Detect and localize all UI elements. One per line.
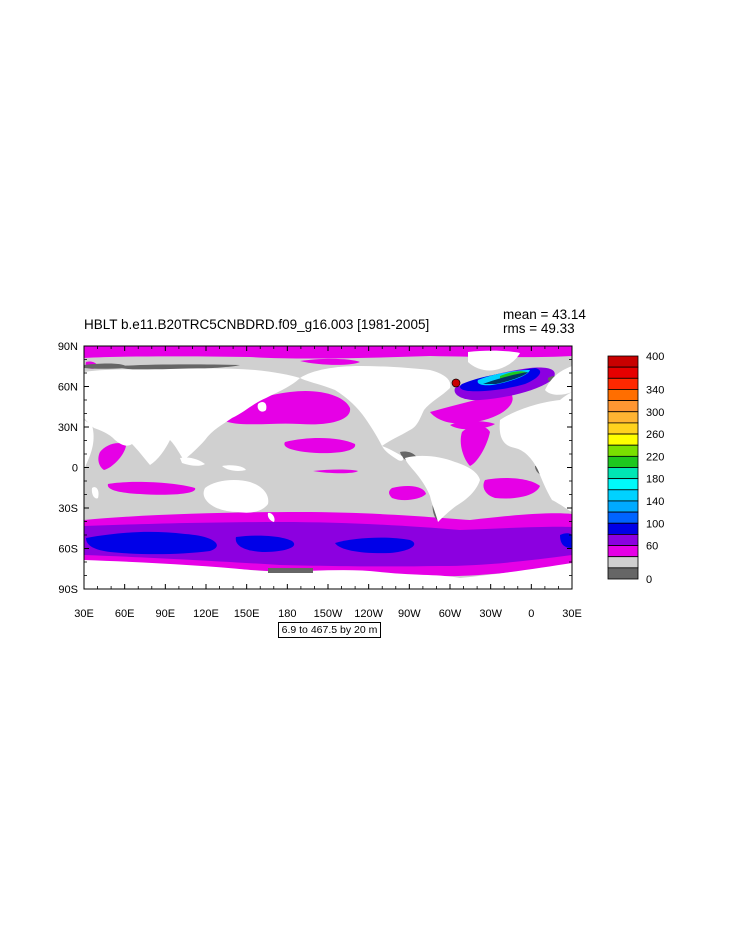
indian-ocean-magenta [107,481,196,495]
scandinavia-land [545,366,572,395]
map-fields [84,346,572,589]
lon-tick-label: 150W [314,608,343,620]
colorbar-bin [607,556,639,569]
shallow-siberia [119,364,240,370]
blue-patch-indian [86,531,217,555]
colorbar-label: 100 [646,518,664,530]
africa-east-land [84,420,94,470]
colorbar-bin [607,400,639,413]
equatorial-sliver [313,469,358,474]
colorbar-bin [607,455,639,468]
colorbar-label: 140 [646,496,664,508]
colorbar-label: 400 [646,351,664,363]
north-america-land [300,366,451,446]
lat-tick-label: 90S [58,584,78,596]
japan-land [257,402,267,412]
new-guinea-land [222,465,246,471]
antarctica [84,560,572,589]
lat-labels: 90N 60N 30N 0 30S 60S 90S [58,341,78,596]
lat-tick-label: 90N [58,341,78,353]
colorbar-bin [607,366,639,379]
labrador-red [451,378,461,388]
lon-tick-label: 60W [439,608,462,620]
south-pacific-magenta [389,486,426,501]
bering-magenta [300,358,360,365]
lon-tick-label: 150E [234,608,260,620]
lon-tick-label: 90E [156,608,176,620]
colorbar-bin [607,478,639,491]
lon-tick-label: 60E [115,608,135,620]
colorbar-labels: 400 340 300 260 220 180 140 100 60 0 [646,351,664,586]
colorbar-label: 260 [646,429,664,441]
lon-tick-label: 90W [398,608,421,620]
colorbar-bin [607,422,639,435]
lon-tick-label: 0 [528,608,534,620]
lon-tick-label: 30W [479,608,502,620]
contour-info-box: 6.9 to 467.5 by 20 m [278,622,381,638]
lon-tick-label: 120E [193,608,219,620]
colorbar-bin [607,511,639,524]
colorbar-label: 60 [646,541,658,553]
colorbar-bin [607,355,639,368]
colorbar [607,355,639,580]
indonesia-land [180,457,205,466]
southern-ocean-purple-band [84,522,572,567]
plot-title: HBLT b.e11.B20TRC5CNBDRD.f09_g16.003 [19… [84,317,430,332]
lat-tick-label: 30S [58,503,78,515]
madagascar-land [91,487,99,499]
blue-patch-pacific [335,537,415,554]
lat-tick-label: 60S [58,544,78,556]
axis-ticks [83,345,573,590]
arabian-sea-magenta [98,443,126,470]
lat-tick-label: 30N [58,422,78,434]
colorbar-label: 180 [646,474,664,486]
shallow-arctic-russia [84,363,126,369]
lon-tick-label: 120W [354,608,383,620]
colorbar-bin [607,411,639,424]
colorbar-bin [607,534,639,546]
central-atlantic-magenta [460,426,490,466]
south-atlantic-magenta [483,478,540,499]
ross-ice-dark [268,568,313,573]
lon-tick-label: 180 [278,608,296,620]
colorbar-bin [607,444,639,457]
labrador-dark [483,372,528,384]
colorbar-bin [607,500,639,513]
south-america-land [405,455,480,522]
colorbar-bin [607,377,639,390]
tropical-atlantic-magenta [450,421,495,430]
tropical-pacific-magenta [284,438,356,454]
colorbar-label: 300 [646,407,664,419]
lat-tick-label: 60N [58,382,78,394]
new-zealand-land [267,512,275,522]
colorbar-bin [607,522,639,535]
mean-value: mean = 43.14 [503,307,586,322]
rms-value: rms = 49.33 [503,321,575,336]
north-atlantic-magenta [430,392,513,424]
colorbar-bin [607,545,639,558]
colorbar-label: 220 [646,451,664,463]
australia-land [203,480,269,513]
colorbar-bin [607,467,639,480]
central-america-land [382,446,404,461]
lon-tick-label: 30E [562,608,582,620]
colorbar-label: 0 [646,574,652,586]
colorbar-bin [607,567,639,580]
greenland-land [468,350,520,371]
north-pacific-magenta [222,390,351,425]
blue-patch-atlantic [560,533,572,548]
lon-tick-label: 30E [74,608,94,620]
lon-labels: 30E 60E 90E 120E 150E 180 150W 120W 90W 60W 30W 0 30… [74,608,582,620]
colorbar-bin [607,433,639,446]
colorbar-bin [607,389,639,402]
lat-tick-label: 0 [72,463,78,475]
colorbar-bin [607,489,639,502]
europe-africa-land [499,392,572,512]
blue-patch-australia [235,535,295,552]
eurasia-africa-land [84,368,300,465]
colorbar-label: 340 [646,384,664,396]
